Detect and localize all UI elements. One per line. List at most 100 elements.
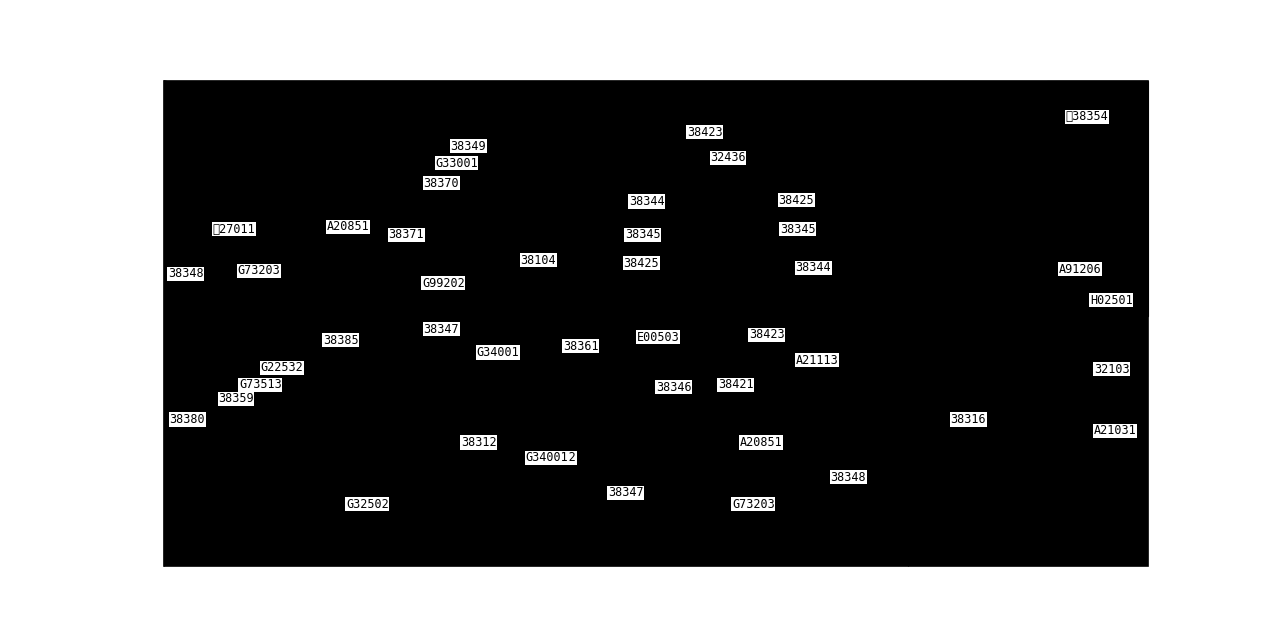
Ellipse shape	[744, 335, 765, 360]
Text: 38346: 38346	[657, 381, 691, 394]
Ellipse shape	[229, 415, 246, 434]
Text: H02501: H02501	[1091, 294, 1133, 307]
Ellipse shape	[672, 460, 717, 509]
Text: A20851: A20851	[326, 220, 370, 234]
Text: 38425: 38425	[778, 193, 814, 207]
Text: A195001095: A195001095	[1076, 556, 1144, 566]
Ellipse shape	[416, 283, 444, 320]
Circle shape	[462, 283, 470, 291]
Circle shape	[506, 369, 513, 376]
Ellipse shape	[751, 191, 774, 209]
Text: ‸38354 is not contained in: ‸38354 is not contained in	[169, 91, 355, 104]
Text: A91206: A91206	[1059, 263, 1102, 276]
Ellipse shape	[558, 423, 595, 467]
Ellipse shape	[691, 141, 703, 154]
Circle shape	[462, 383, 470, 391]
Ellipse shape	[246, 266, 294, 316]
Ellipse shape	[566, 432, 588, 458]
Circle shape	[419, 298, 426, 305]
Ellipse shape	[507, 425, 545, 472]
Ellipse shape	[646, 198, 663, 220]
Ellipse shape	[687, 136, 707, 159]
Text: 32103: 32103	[1094, 363, 1129, 376]
Ellipse shape	[448, 233, 462, 252]
Circle shape	[959, 428, 965, 434]
Ellipse shape	[498, 182, 512, 199]
Ellipse shape	[627, 454, 662, 493]
Bar	[1047, 81, 1148, 316]
Ellipse shape	[268, 402, 293, 433]
Ellipse shape	[699, 380, 713, 390]
Ellipse shape	[260, 262, 305, 310]
Circle shape	[1037, 366, 1043, 372]
Circle shape	[733, 346, 740, 352]
Ellipse shape	[810, 348, 819, 355]
Circle shape	[401, 333, 408, 341]
Text: 38421: 38421	[718, 378, 754, 391]
Ellipse shape	[765, 257, 782, 278]
Ellipse shape	[495, 179, 515, 202]
Text: G73203: G73203	[238, 264, 280, 277]
Ellipse shape	[451, 237, 458, 248]
Ellipse shape	[512, 431, 540, 467]
Ellipse shape	[477, 211, 485, 220]
Circle shape	[192, 429, 209, 445]
Circle shape	[959, 335, 965, 342]
Ellipse shape	[724, 296, 777, 353]
Ellipse shape	[648, 232, 664, 245]
Ellipse shape	[507, 337, 529, 364]
Text: neccessary.: neccessary.	[169, 127, 247, 141]
Circle shape	[959, 397, 965, 403]
Ellipse shape	[276, 279, 289, 293]
Circle shape	[959, 274, 965, 280]
Ellipse shape	[379, 321, 398, 344]
Ellipse shape	[666, 468, 701, 509]
Ellipse shape	[1060, 265, 1070, 273]
Circle shape	[762, 346, 768, 352]
Text: 38348: 38348	[831, 470, 867, 484]
Circle shape	[776, 322, 782, 328]
Text: ※38354: ※38354	[1065, 110, 1108, 124]
Text: G34001: G34001	[476, 346, 518, 359]
Ellipse shape	[643, 195, 666, 223]
Ellipse shape	[605, 466, 628, 492]
Text: 38316: 38316	[951, 413, 986, 426]
Text: 38345: 38345	[625, 228, 660, 241]
Text: A21113: A21113	[795, 354, 838, 367]
Ellipse shape	[339, 461, 375, 501]
Text: 38347: 38347	[424, 323, 460, 336]
Ellipse shape	[371, 312, 406, 353]
Text: separately, if it's: separately, if it's	[169, 115, 305, 128]
Text: ※27011: ※27011	[212, 223, 256, 236]
Circle shape	[669, 108, 689, 126]
Ellipse shape	[552, 417, 602, 472]
Ellipse shape	[630, 243, 745, 365]
Ellipse shape	[657, 270, 718, 338]
Ellipse shape	[311, 244, 321, 251]
Ellipse shape	[424, 303, 508, 372]
Ellipse shape	[301, 387, 337, 426]
Ellipse shape	[471, 202, 493, 228]
Ellipse shape	[762, 254, 786, 282]
Text: 38312: 38312	[461, 436, 497, 449]
Circle shape	[762, 298, 768, 304]
Ellipse shape	[502, 187, 508, 195]
Circle shape	[1037, 274, 1043, 280]
Text: 38370: 38370	[424, 177, 460, 189]
Ellipse shape	[271, 273, 294, 300]
Text: 38347: 38347	[608, 486, 644, 499]
Ellipse shape	[645, 259, 728, 349]
Circle shape	[196, 433, 205, 441]
Text: 38380: 38380	[169, 413, 205, 426]
Ellipse shape	[718, 289, 783, 360]
Ellipse shape	[499, 328, 536, 372]
Ellipse shape	[273, 409, 287, 426]
Text: G34001: G34001	[526, 451, 568, 465]
Text: 38348: 38348	[168, 268, 204, 280]
Text: 38104: 38104	[521, 253, 556, 266]
Circle shape	[1037, 428, 1043, 434]
Ellipse shape	[599, 458, 636, 500]
Ellipse shape	[1068, 342, 1078, 350]
Ellipse shape	[970, 292, 1032, 423]
Ellipse shape	[646, 259, 663, 271]
